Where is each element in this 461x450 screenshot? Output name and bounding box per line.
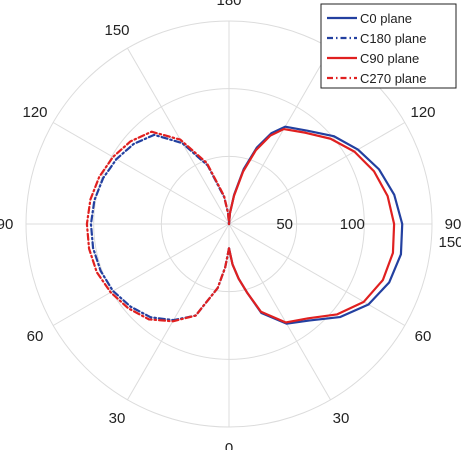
legend-label-c0-plane: C0 plane [360, 11, 412, 26]
angle-tick-label-right-90: 90 [445, 216, 461, 233]
legend-label-c270-plane: C270 plane [360, 71, 427, 86]
series-lines [85, 125, 404, 325]
radial-tick-labels: 50 100 150 [276, 216, 461, 251]
angle-tick-label-left-60: 60 [27, 328, 44, 345]
angle-tick-label-right-60: 60 [415, 328, 432, 345]
angle-tick-label-right-30: 30 [333, 410, 350, 427]
legend-label-c90-plane: C90 plane [360, 51, 419, 66]
grid-spoke-330 [127, 223, 230, 401]
legend: C0 plane C180 plane C90 plane C270 plane [320, 3, 457, 89]
grid-spoke-60 [228, 223, 406, 326]
grid-spoke-30 [228, 223, 331, 401]
series-line-c0-plane [227, 125, 404, 325]
series-line-c90-plane [227, 127, 396, 324]
angle-tick-label-left-30: 30 [109, 410, 126, 427]
angle-tick-label-left-120: 120 [22, 104, 47, 121]
radial-tick-label-100: 100 [340, 216, 365, 233]
angle-tick-label-left-150: 150 [104, 22, 129, 39]
grid-spoke-150 [228, 47, 331, 225]
radial-tick-label-50: 50 [276, 216, 293, 233]
radial-tick-label-150: 150 [438, 234, 461, 251]
series-line-c270-plane [85, 130, 231, 323]
angle-tick-label-right-180: 180 [216, 0, 241, 9]
grid-spoke-120 [228, 122, 406, 225]
angle-tick-label-left-90: 90 [0, 216, 13, 233]
grid-spoke-300 [52, 223, 230, 326]
polar-grid [25, 20, 433, 428]
angle-tick-label-right-120: 120 [410, 104, 435, 121]
angle-tick-label-right-0: 0 [225, 440, 233, 450]
grid-spoke-240 [52, 122, 230, 225]
legend-label-c180-plane: C180 plane [360, 31, 427, 46]
grid-spoke-210 [127, 47, 230, 225]
